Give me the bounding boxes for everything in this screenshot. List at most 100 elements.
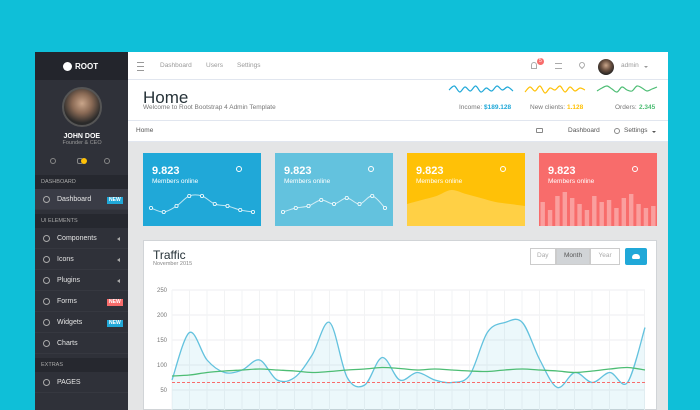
nav-badge: NEW: [107, 320, 123, 327]
notification-badge: 5: [537, 57, 544, 65]
range-button-label: Year: [598, 252, 612, 260]
card-label: Members online: [284, 177, 331, 185]
cloud-icon: [632, 254, 640, 259]
card-menu-icon[interactable]: [500, 166, 506, 172]
nav-item[interactable]: [35, 291, 128, 312]
nav-badge: NEW: [107, 197, 123, 204]
nav-label[interactable]: Widgets: [57, 319, 83, 326]
nav-icon: [43, 340, 50, 347]
nav-icon: [43, 256, 50, 263]
nav-label[interactable]: Forms: [57, 298, 77, 305]
nav-item[interactable]: [35, 270, 128, 291]
card-label: Members online: [152, 177, 199, 185]
breadcrumb-action[interactable]: Settings: [624, 126, 648, 134]
user-avatar[interactable]: [598, 59, 614, 75]
section-header: [35, 214, 128, 228]
range-button-label: Month: [564, 252, 583, 260]
user-name: JOHN DOE: [63, 132, 101, 140]
breadcrumb-action[interactable]: Dashboard: [568, 126, 600, 134]
brand-name: ROOT: [75, 61, 99, 71]
stat-card: [539, 153, 657, 226]
nav-icon: [43, 235, 50, 242]
nav-label[interactable]: PAGES: [57, 379, 81, 386]
user-icon[interactable]: [50, 158, 56, 164]
nav-badge: NEW: [107, 299, 123, 306]
nav-item[interactable]: [35, 228, 128, 249]
breadcrumb-border: [128, 141, 668, 142]
stat-card: [275, 153, 393, 226]
card-value: 9.823: [548, 164, 576, 177]
nav-icon: [43, 379, 50, 386]
nav-item[interactable]: [35, 333, 128, 354]
card-value: 9.823: [152, 164, 180, 177]
nav-caret: [117, 236, 120, 241]
traffic-card: [143, 240, 657, 410]
nav-label[interactable]: Dashboard: [57, 196, 92, 203]
hamburger-line[interactable]: [137, 70, 144, 71]
nav-label[interactable]: Charts: [57, 340, 78, 347]
section-header: [35, 358, 128, 372]
topbar-border: [128, 79, 668, 80]
range-button-label: Day: [537, 252, 549, 260]
section-title: DASHBOARD: [41, 178, 76, 185]
nav-icon: [43, 277, 50, 284]
brand-bar: [35, 52, 128, 80]
brand-logo: [63, 62, 72, 71]
breadcrumb-item[interactable]: Home: [136, 126, 154, 134]
avatar: [62, 87, 102, 127]
stat-label: Income:: [459, 103, 483, 111]
card-menu-icon[interactable]: [368, 166, 374, 172]
nav-label[interactable]: Components: [57, 235, 97, 242]
list-icon[interactable]: [555, 63, 562, 69]
card-menu-icon[interactable]: [236, 166, 242, 172]
stat-value: 2.345: [639, 103, 656, 111]
top-link[interactable]: Dashboard: [160, 62, 192, 70]
hamburger-line[interactable]: [137, 66, 144, 67]
hamburger-line[interactable]: [137, 62, 144, 63]
stat-card: [407, 153, 525, 226]
stat-label: Orders:: [615, 103, 637, 111]
page-title: Home: [143, 87, 189, 107]
stat-value: $189.128: [484, 103, 512, 111]
breadcrumb-border: [128, 120, 668, 121]
settings-caret: [652, 130, 656, 133]
status-dot: [81, 158, 87, 164]
card-subtitle: November 2015: [153, 261, 193, 268]
chat-icon[interactable]: [536, 128, 543, 133]
card-value: 9.823: [284, 164, 312, 177]
nav-icon: [43, 298, 50, 305]
user-icon[interactable]: [104, 158, 110, 164]
nav-item[interactable]: [35, 249, 128, 270]
card-label: Members online: [416, 177, 463, 185]
range-button[interactable]: [556, 248, 590, 265]
nav-item[interactable]: [35, 312, 128, 333]
nav-icon: [43, 196, 50, 203]
stat-label: New clients:: [530, 103, 566, 111]
stat-card: [143, 153, 261, 226]
card-title: Traffic: [153, 248, 186, 262]
user-menu[interactable]: admin: [621, 62, 639, 70]
section-header: [35, 175, 128, 189]
user-role: Founder & CEO: [62, 140, 102, 147]
stat-value: 1.128: [567, 103, 584, 111]
range-button[interactable]: [530, 248, 556, 265]
nav-label[interactable]: Icons: [57, 256, 74, 263]
nav-item[interactable]: [35, 372, 128, 393]
nav-caret: [117, 257, 120, 262]
card-menu-icon[interactable]: [632, 166, 638, 172]
nav-item[interactable]: [35, 189, 128, 210]
section-title: EXTRAS: [41, 361, 64, 368]
top-link[interactable]: Settings: [237, 62, 261, 70]
card-label: Members online: [548, 177, 595, 185]
nav-caret: [117, 278, 120, 283]
section-title: UI ELEMENTS: [41, 217, 78, 224]
range-button[interactable]: [590, 248, 620, 265]
user-caret: [644, 65, 648, 68]
nav-icon: [43, 319, 50, 326]
gear-icon[interactable]: [614, 128, 620, 134]
top-link[interactable]: Users: [206, 62, 223, 70]
page-subtitle: Welcome to Root Bootstrap 4 Admin Templa…: [143, 103, 276, 111]
bell-icon[interactable]: [531, 62, 537, 69]
nav-label[interactable]: Plugins: [57, 277, 80, 284]
